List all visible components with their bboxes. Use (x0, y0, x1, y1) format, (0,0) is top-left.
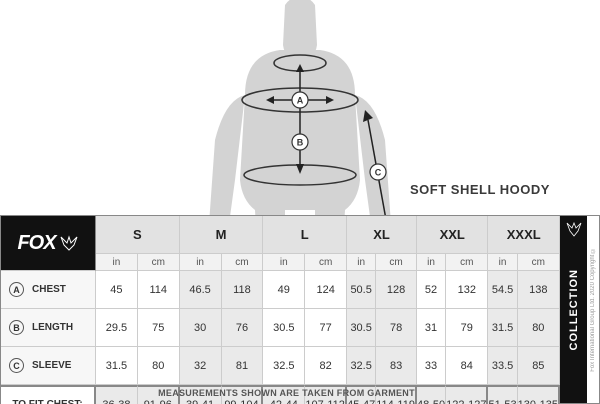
copyright-strip: Fox International Group Ltd. 2020 Copyri… (587, 216, 599, 403)
value-CHEST-S-in: 45 (96, 271, 138, 309)
badge-C: C (9, 358, 24, 373)
value-CHEST-XXL-in: 52 (417, 271, 446, 309)
value-LENGTH-XXXL-in: 31.5 (488, 309, 517, 347)
row-label-LENGTH: B LENGTH (1, 309, 96, 347)
product-title: SOFT SHELL HOODY (410, 182, 550, 197)
value-SLEEVE-M-cm: 81 (222, 347, 264, 385)
value-SLEEVE-XL-in: 32.5 (347, 347, 376, 385)
unit-header-M-in: in (180, 254, 222, 271)
unit-header-M-cm: cm (222, 254, 264, 271)
unit-header-XXXL-cm: cm (518, 254, 560, 271)
size-header-XL: XL (347, 216, 417, 254)
value-LENGTH-XXL-in: 31 (417, 309, 446, 347)
value-CHEST-XXXL-cm: 138 (518, 271, 560, 309)
size-header-L: L (263, 216, 347, 254)
value-CHEST-XXL-cm: 132 (446, 271, 488, 309)
row-label-CHEST: A CHEST (1, 271, 96, 309)
measurement-diagram: A B C SOFT SHELL HOODY (0, 0, 600, 215)
value-CHEST-L-cm: 124 (305, 271, 347, 309)
value-SLEEVE-L-cm: 82 (305, 347, 347, 385)
copyright-text: Fox International Group Ltd. 2020 Copyri… (590, 247, 596, 372)
value-CHEST-XXXL-in: 54.5 (488, 271, 517, 309)
value-SLEEVE-S-in: 31.5 (96, 347, 138, 385)
fox-logo-text: FOX (17, 232, 55, 255)
unit-header-XL-cm: cm (376, 254, 417, 271)
value-LENGTH-L-in: 30.5 (263, 309, 305, 347)
svg-text:A: A (297, 96, 304, 106)
value-LENGTH-M-cm: 76 (222, 309, 264, 347)
row-label-SLEEVE: C SLEEVE (1, 347, 96, 385)
collection-label: COLLECTION (568, 269, 580, 351)
value-LENGTH-XL-in: 30.5 (347, 309, 376, 347)
person-silhouette-svg: A B C (150, 0, 450, 215)
badge-B: B (9, 320, 24, 335)
svg-text:B: B (297, 138, 304, 148)
unit-header-S-cm: cm (138, 254, 180, 271)
footer-note: MEASUREMENTS SHOWN ARE TAKEN FROM GARMEN… (0, 388, 573, 398)
value-SLEEVE-XXXL-cm: 85 (518, 347, 560, 385)
unit-header-L-in: in (263, 254, 305, 271)
value-SLEEVE-XXXL-in: 33.5 (488, 347, 517, 385)
size-chart-table: FOX S M L XL XXL XXXL in cm in cm in cm in cm in cm in cm… (0, 215, 600, 404)
value-CHEST-XL-cm: 128 (376, 271, 417, 309)
fox-logo: FOX (1, 216, 95, 270)
collection-strip: COLLECTION (560, 216, 587, 403)
value-SLEEVE-M-in: 32 (180, 347, 222, 385)
value-LENGTH-M-in: 30 (180, 309, 222, 347)
badge-A: A (9, 282, 24, 297)
unit-header-XXXL-in: in (488, 254, 517, 271)
value-SLEEVE-XXL-cm: 84 (446, 347, 488, 385)
fox-head-icon-small (566, 222, 582, 242)
size-header-S: S (96, 216, 180, 254)
value-CHEST-L-in: 49 (263, 271, 305, 309)
brand-logo-cell: FOX (1, 216, 96, 271)
size-header-XXL: XXL (417, 216, 489, 254)
size-chart-grid: FOX S M L XL XXL XXXL in cm in cm in cm in cm in cm in cm… (1, 216, 560, 403)
row-label-text-CHEST: CHEST (32, 284, 66, 295)
value-LENGTH-L-cm: 77 (305, 309, 347, 347)
row-label-text-SLEEVE: SLEEVE (32, 360, 71, 371)
value-SLEEVE-S-cm: 80 (138, 347, 180, 385)
value-SLEEVE-XL-cm: 83 (376, 347, 417, 385)
value-LENGTH-XXXL-cm: 80 (518, 309, 560, 347)
value-LENGTH-S-cm: 75 (138, 309, 180, 347)
value-CHEST-S-cm: 114 (138, 271, 180, 309)
unit-header-L-cm: cm (305, 254, 347, 271)
unit-header-XL-in: in (347, 254, 376, 271)
unit-header-XXL-in: in (417, 254, 446, 271)
value-CHEST-XL-in: 50.5 (347, 271, 376, 309)
value-LENGTH-S-in: 29.5 (96, 309, 138, 347)
value-LENGTH-XL-cm: 78 (376, 309, 417, 347)
size-header-M: M (180, 216, 264, 254)
value-CHEST-M-cm: 118 (222, 271, 264, 309)
fox-head-icon (59, 235, 79, 251)
value-SLEEVE-L-in: 32.5 (263, 347, 305, 385)
value-CHEST-M-in: 46.5 (180, 271, 222, 309)
value-SLEEVE-XXL-in: 33 (417, 347, 446, 385)
unit-header-S-in: in (96, 254, 138, 271)
value-LENGTH-XXL-cm: 79 (446, 309, 488, 347)
svg-text:C: C (375, 168, 382, 178)
unit-header-XXL-cm: cm (446, 254, 488, 271)
size-header-XXXL: XXXL (488, 216, 560, 254)
row-label-text-LENGTH: LENGTH (32, 322, 73, 333)
